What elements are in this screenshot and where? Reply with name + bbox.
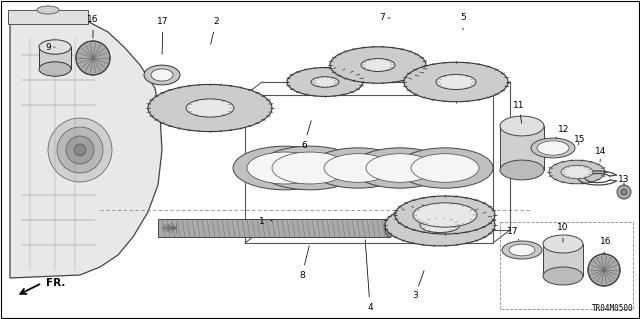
Ellipse shape: [543, 235, 583, 253]
Circle shape: [48, 118, 112, 182]
Text: 17: 17: [157, 18, 169, 54]
Polygon shape: [10, 20, 162, 278]
Circle shape: [74, 144, 86, 156]
Text: 16: 16: [600, 238, 612, 254]
Circle shape: [57, 127, 103, 173]
Ellipse shape: [413, 203, 477, 227]
Circle shape: [66, 136, 94, 164]
Ellipse shape: [543, 267, 583, 285]
Ellipse shape: [502, 241, 542, 259]
Ellipse shape: [500, 160, 544, 180]
Ellipse shape: [509, 244, 535, 256]
Text: 13: 13: [618, 175, 630, 185]
Bar: [500, 126, 544, 170]
Ellipse shape: [311, 77, 339, 87]
Text: 15: 15: [574, 136, 586, 145]
Ellipse shape: [366, 154, 434, 182]
Ellipse shape: [151, 69, 173, 81]
Ellipse shape: [144, 65, 180, 85]
Ellipse shape: [330, 47, 426, 83]
Bar: [158, 219, 390, 237]
Ellipse shape: [500, 116, 544, 136]
Text: 11: 11: [513, 100, 525, 123]
Bar: [8, 10, 88, 24]
Text: 6: 6: [301, 121, 311, 150]
Ellipse shape: [310, 148, 406, 188]
Text: TR04M0500: TR04M0500: [591, 304, 633, 313]
Circle shape: [621, 189, 627, 195]
Bar: [500, 222, 633, 309]
Circle shape: [617, 185, 631, 199]
Text: 8: 8: [299, 246, 309, 279]
Bar: [39, 47, 71, 69]
Ellipse shape: [37, 6, 59, 14]
Text: 12: 12: [556, 125, 570, 138]
Text: 10: 10: [557, 224, 569, 242]
Ellipse shape: [411, 154, 479, 182]
Text: 9: 9: [45, 43, 55, 53]
Ellipse shape: [361, 59, 395, 71]
Text: 5: 5: [460, 13, 466, 30]
Text: 17: 17: [508, 227, 519, 240]
Text: FR.: FR.: [46, 278, 65, 288]
Ellipse shape: [537, 141, 569, 155]
Text: 1: 1: [259, 218, 272, 226]
Ellipse shape: [588, 254, 620, 286]
Ellipse shape: [352, 148, 448, 188]
Ellipse shape: [272, 152, 348, 184]
Ellipse shape: [76, 41, 110, 75]
Ellipse shape: [287, 68, 363, 96]
Ellipse shape: [420, 218, 460, 233]
Ellipse shape: [324, 154, 392, 182]
Ellipse shape: [186, 99, 234, 117]
Text: 4: 4: [365, 240, 373, 311]
Ellipse shape: [39, 40, 71, 54]
Text: 7: 7: [379, 13, 390, 23]
Ellipse shape: [397, 148, 493, 188]
Ellipse shape: [531, 138, 575, 158]
Ellipse shape: [436, 74, 476, 90]
Ellipse shape: [233, 146, 337, 190]
Ellipse shape: [404, 62, 508, 102]
Bar: [245, 95, 493, 243]
Ellipse shape: [39, 62, 71, 76]
Ellipse shape: [148, 85, 272, 131]
Ellipse shape: [395, 196, 495, 234]
Ellipse shape: [385, 204, 495, 246]
Text: 16: 16: [87, 16, 99, 38]
Text: 3: 3: [412, 271, 424, 300]
Ellipse shape: [561, 165, 593, 179]
Ellipse shape: [549, 160, 605, 184]
Ellipse shape: [385, 219, 395, 237]
Ellipse shape: [247, 152, 323, 184]
Ellipse shape: [258, 146, 362, 190]
Bar: [543, 244, 583, 276]
Text: 2: 2: [211, 18, 219, 44]
Text: 14: 14: [595, 147, 607, 162]
